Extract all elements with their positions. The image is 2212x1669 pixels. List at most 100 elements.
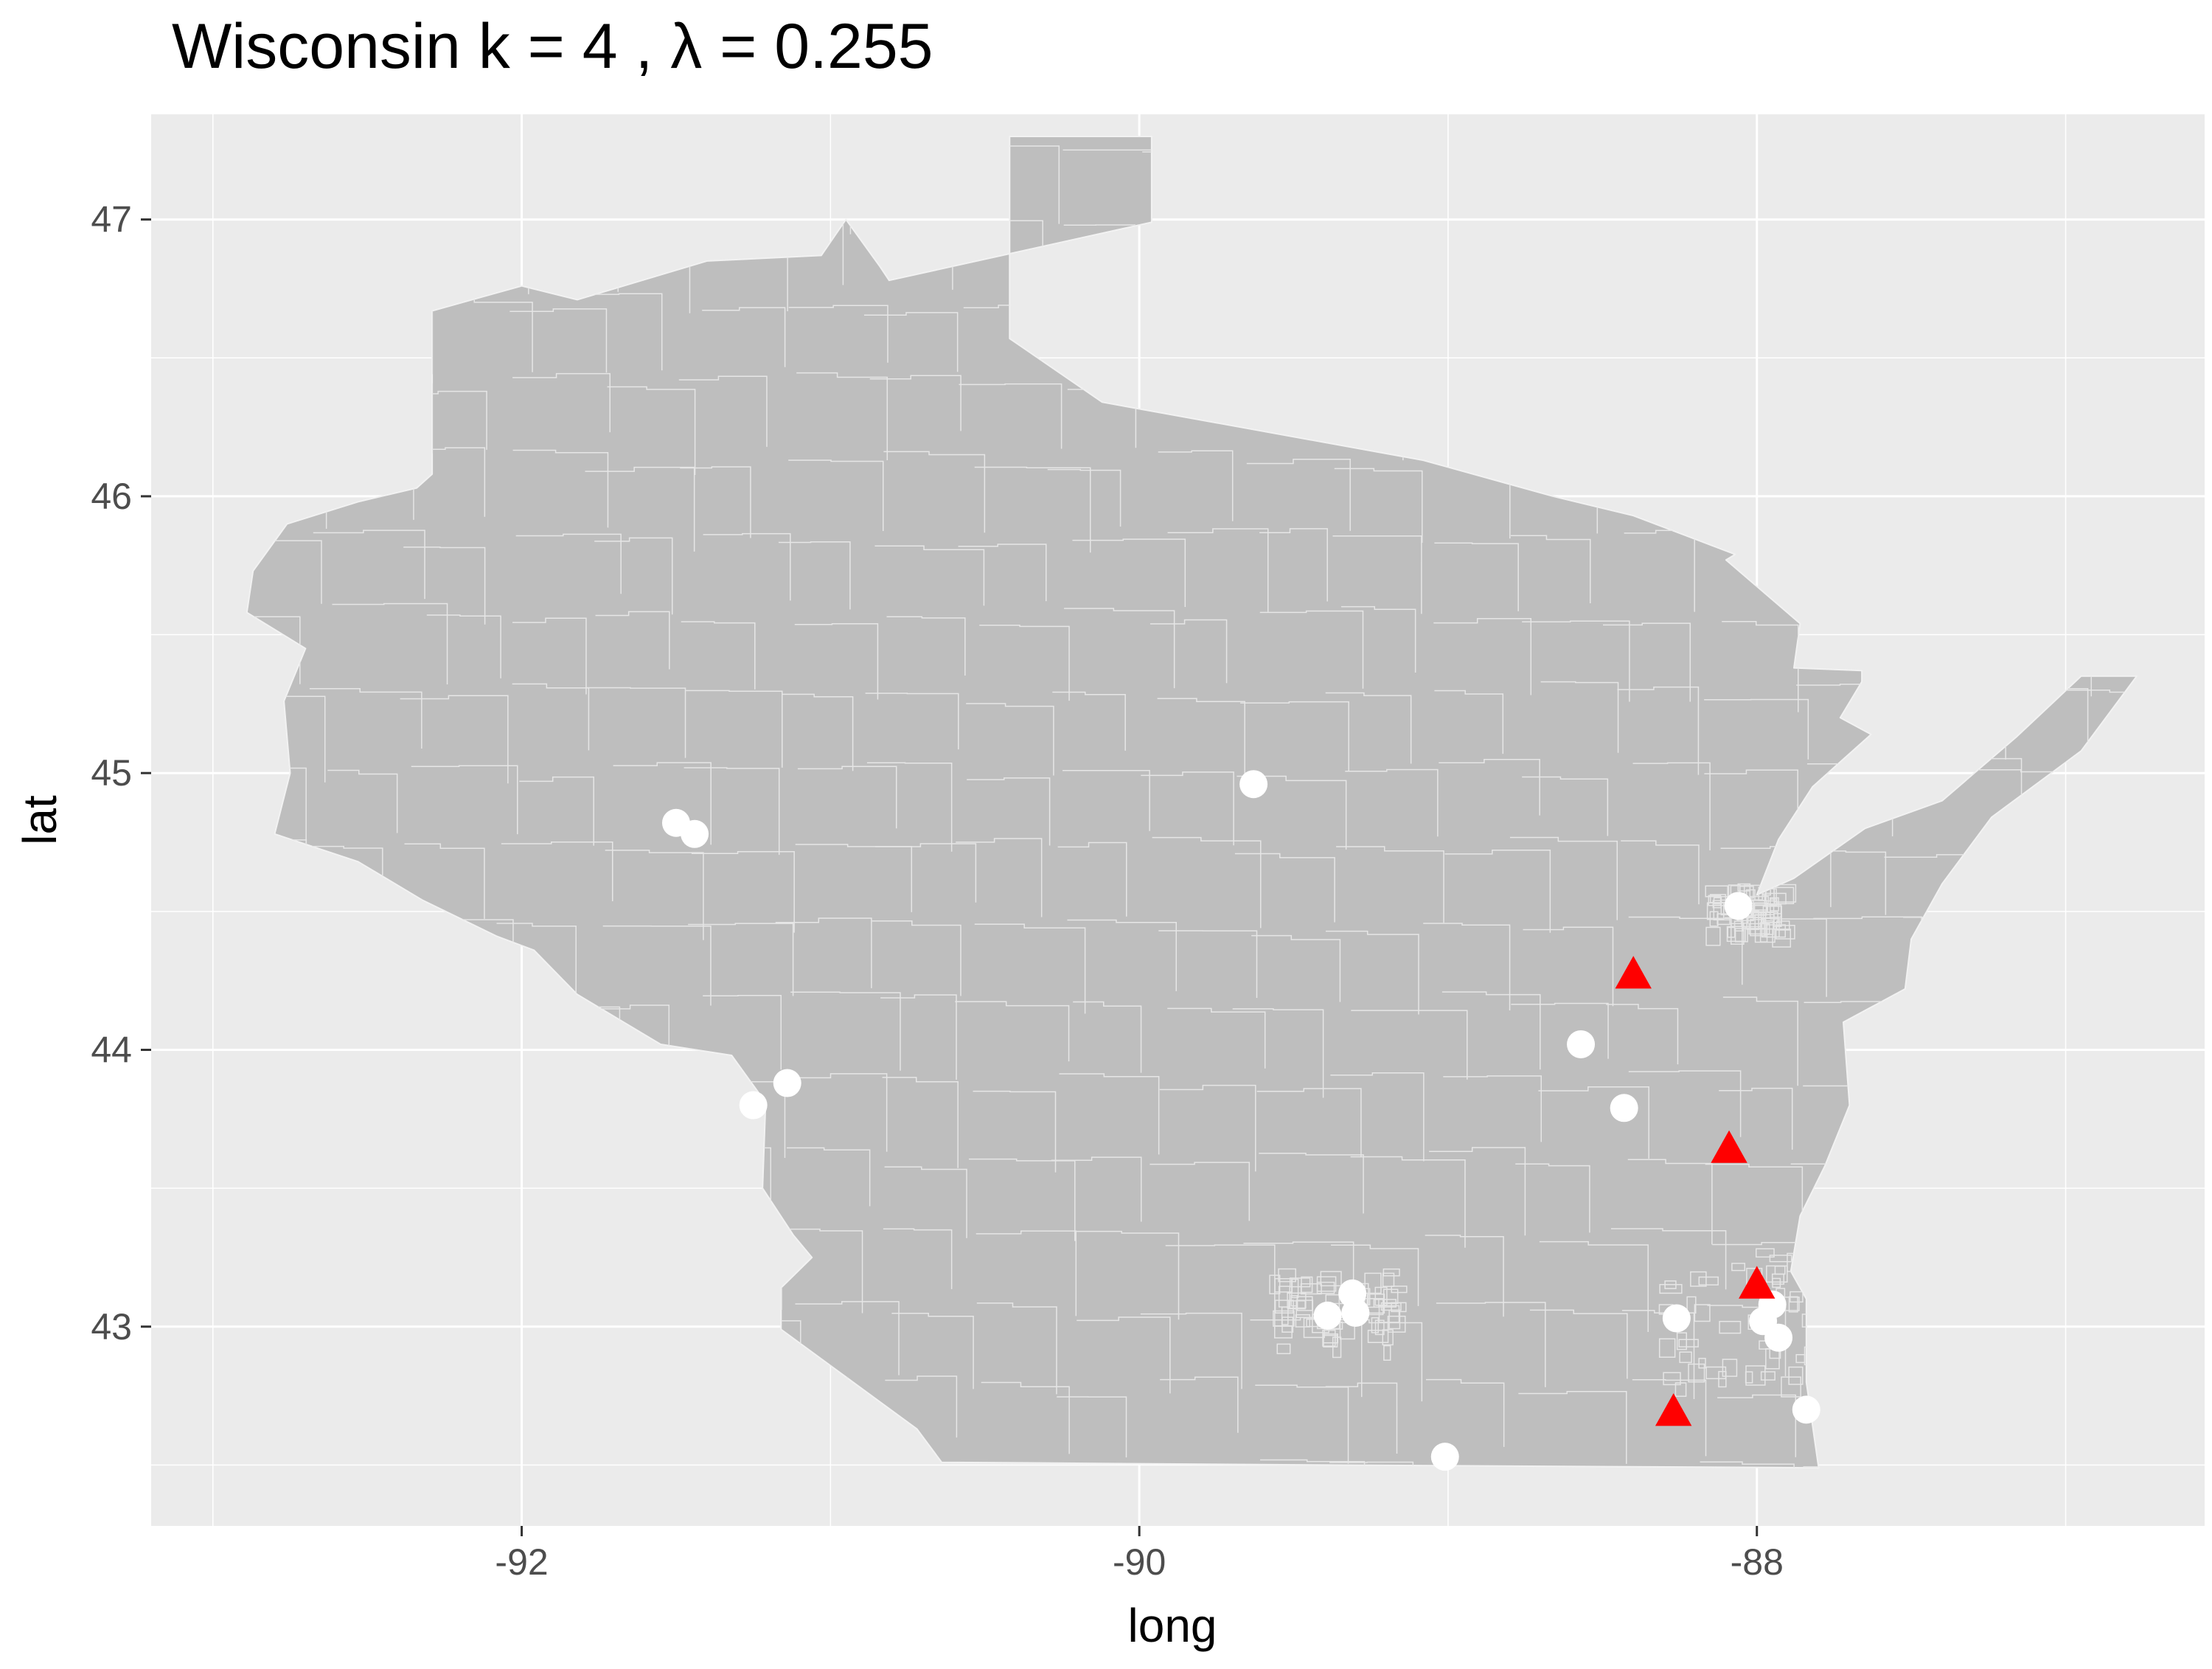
tract-boundary xyxy=(1234,853,1335,923)
tract-boundary xyxy=(1771,1273,1785,1285)
white-circle-point xyxy=(1313,1301,1342,1330)
tract-boundary xyxy=(974,466,1091,553)
tract-boundary xyxy=(1062,769,1150,831)
tract-boundary xyxy=(1733,920,1744,931)
tract-boundary xyxy=(1705,1163,1804,1245)
tract-boundary xyxy=(1323,1334,1338,1348)
tract-boundary xyxy=(1663,1372,1681,1386)
tract-boundary xyxy=(1073,1001,1142,1073)
tract-boundary xyxy=(1320,1271,1342,1287)
tract-boundary xyxy=(891,1312,974,1389)
tract-boundary xyxy=(1610,1228,1727,1290)
tract-boundary xyxy=(1325,1382,1398,1454)
tract-boundary xyxy=(585,466,695,552)
y-axis-title: lat xyxy=(13,795,66,845)
tract-boundary xyxy=(1429,1147,1526,1236)
tract-boundary xyxy=(1158,450,1234,521)
tract-boundary xyxy=(1539,1241,1649,1333)
tract-boundary xyxy=(1688,1363,1705,1383)
white-circle-point xyxy=(1792,1395,1820,1424)
tract-boundary xyxy=(1290,1295,1298,1307)
tract-boundary xyxy=(1316,1276,1337,1292)
tract-boundary xyxy=(1331,1244,1419,1306)
tract-boundary xyxy=(691,851,795,933)
tract-boundary xyxy=(796,372,888,460)
tract-boundary xyxy=(872,920,961,996)
tract-boundary xyxy=(788,305,888,363)
tract-boundary xyxy=(1439,759,1540,816)
tract-boundary xyxy=(1760,1371,1775,1381)
tract-boundary xyxy=(865,693,959,750)
x-axis-title: long xyxy=(1128,1599,1217,1652)
x-tick-label: -92 xyxy=(495,1541,548,1583)
tract-boundary xyxy=(1273,1310,1295,1327)
tract-boundary xyxy=(309,687,422,749)
tract-boundary xyxy=(1047,468,1121,527)
tract-boundary xyxy=(1433,618,1532,695)
chart-title: Wisconsin k = 4 , λ = 0.255 xyxy=(172,11,933,82)
tract-boundary xyxy=(426,614,501,679)
tract-boundary xyxy=(981,1381,1070,1454)
tract-boundary xyxy=(1382,1268,1400,1277)
tract-boundary xyxy=(1769,898,1778,906)
tract-boundary xyxy=(519,776,594,846)
white-circle-point xyxy=(1662,1304,1691,1333)
red-triangle-point xyxy=(1655,1393,1692,1426)
tract-boundary xyxy=(863,312,959,372)
tract-boundary xyxy=(583,293,663,371)
tract-boundary xyxy=(1632,762,1711,850)
white-circle-point xyxy=(1430,1443,1459,1471)
tract-boundary xyxy=(874,545,985,606)
red-triangle-point xyxy=(1711,1130,1747,1163)
tract-boundary xyxy=(1722,1359,1738,1377)
tract-boundary xyxy=(1745,1371,1753,1384)
tract-boundary xyxy=(688,923,794,996)
tract-boundary xyxy=(1509,836,1618,920)
tract-boundary xyxy=(1259,1459,1366,1468)
tract-boundary xyxy=(1621,1310,1695,1399)
tract-boundary xyxy=(782,693,854,771)
tract-boundary xyxy=(1705,885,1728,898)
tract-boundary xyxy=(1064,608,1175,689)
tract-boundary xyxy=(1659,1283,1683,1294)
tract-boundary xyxy=(1658,1338,1676,1358)
tract-boundary xyxy=(1255,1384,1349,1464)
white-circle-point xyxy=(681,819,709,848)
tract-boundary xyxy=(313,530,425,600)
tract-boundary xyxy=(1664,1280,1677,1289)
tract-boundary xyxy=(1705,926,1721,946)
tract-boundary xyxy=(955,1001,1070,1062)
tract-boundary xyxy=(966,703,1054,776)
tract-boundary xyxy=(1522,620,1630,702)
tract-boundary xyxy=(976,1302,1057,1395)
tract-boundary xyxy=(1140,1312,1242,1389)
tract-boundary xyxy=(1510,535,1591,604)
tract-boundary xyxy=(501,841,613,902)
tract-boundary xyxy=(1781,1376,1801,1398)
tract-boundary xyxy=(785,1073,888,1152)
tract-boundary xyxy=(1152,836,1262,929)
tract-boundary xyxy=(1624,530,1695,612)
tract-boundary xyxy=(1077,1316,1171,1394)
tract-boundary xyxy=(1529,1309,1628,1379)
tract-boundary xyxy=(512,372,611,433)
tract-boundary xyxy=(786,1147,871,1207)
tract-boundary xyxy=(404,843,485,919)
tract-boundary xyxy=(1340,606,1416,673)
tract-boundary xyxy=(1627,1159,1713,1245)
tract-boundary xyxy=(678,375,768,447)
tract-boundary xyxy=(1051,1156,1142,1222)
tract-boundary xyxy=(1276,1343,1291,1355)
tract-boundary xyxy=(515,533,622,594)
tract-boundary xyxy=(512,683,590,751)
tract-boundary xyxy=(883,451,986,533)
tract-boundary xyxy=(1813,850,1887,915)
tract-boundary xyxy=(969,1158,1076,1241)
tract-boundary xyxy=(1772,929,1792,948)
red-triangle-point xyxy=(1739,1266,1775,1299)
tract-boundary xyxy=(884,1166,967,1238)
tract-boundary xyxy=(1731,1263,1746,1271)
tract-boundary xyxy=(1766,1265,1788,1283)
tract-boundary xyxy=(702,307,786,367)
tract-boundary xyxy=(883,1228,953,1289)
